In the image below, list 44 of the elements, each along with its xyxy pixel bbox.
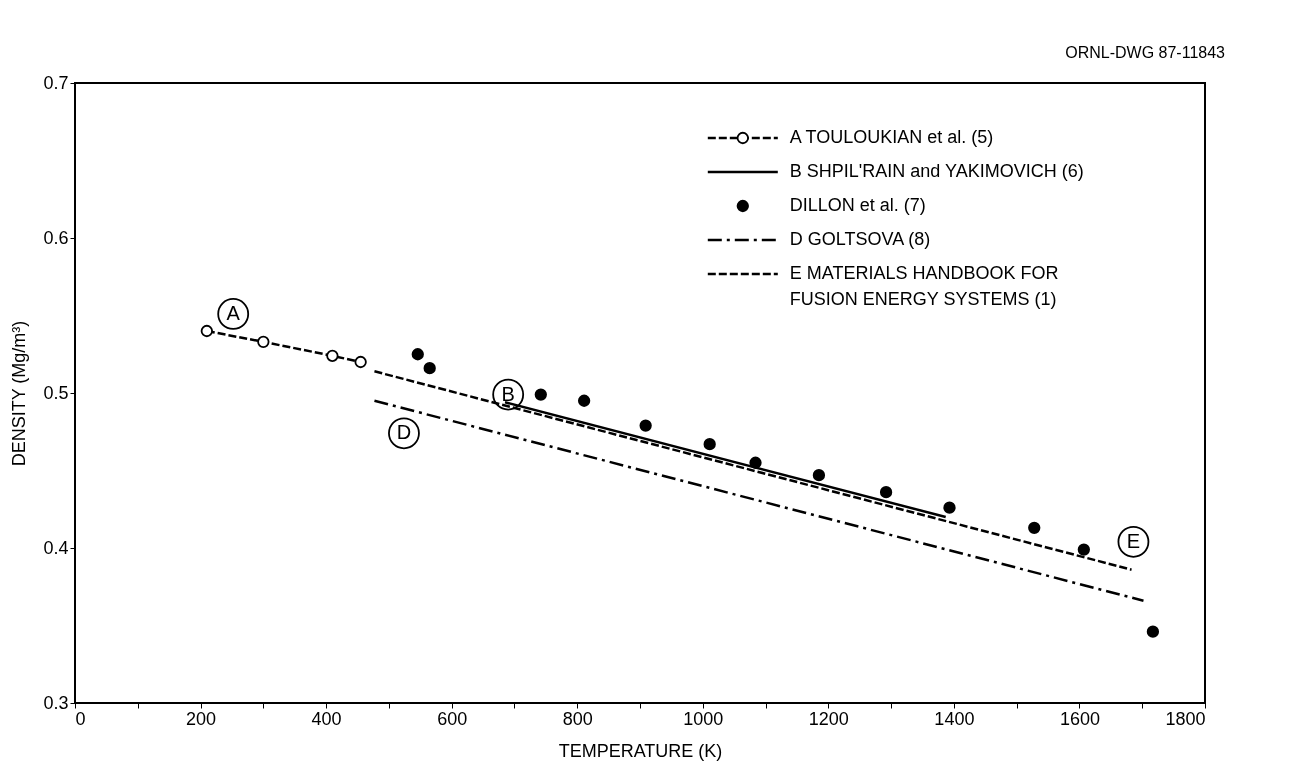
y-axis-title: DENSITY (Mg/m³): [9, 320, 30, 467]
point: [411, 348, 424, 361]
point: [200, 324, 213, 338]
point: [423, 362, 436, 375]
y-tick-label: 0.3: [43, 692, 69, 713]
point: [639, 419, 652, 432]
annotation: E: [1126, 529, 1141, 552]
x-tick-label: 0: [75, 708, 86, 729]
legend-label: A TOULOUKIAN et al. (5): [789, 127, 994, 147]
legend-label: E MATERIALS HANDBOOK FOR FUSION ENERGY SYSTEMS (1): [789, 263, 1059, 309]
x-tick-label: 600: [437, 708, 468, 729]
x-tick-label: 400: [311, 708, 342, 729]
point: [1146, 625, 1160, 638]
y-tick-label: 0.4: [43, 537, 69, 558]
point: [1028, 521, 1041, 534]
legend-label: D GOLTSOVA (8): [789, 229, 931, 249]
legend-label: DILLON et al. (7): [789, 195, 926, 215]
annotation: B: [501, 382, 515, 405]
y-tick-label: 0.5: [43, 382, 69, 403]
point: [879, 486, 893, 499]
x-tick-label: 1200: [808, 708, 849, 729]
point: [1077, 543, 1090, 556]
x-tick-label: 1000: [683, 708, 724, 729]
point: [326, 349, 339, 362]
x-tick-label: 1800: [1165, 708, 1206, 729]
text: ORNL-DWG 87-11843: [1065, 44, 1226, 61]
point: [577, 394, 591, 407]
point: [812, 469, 826, 482]
x-tick-label: 1400: [934, 708, 975, 729]
legend-label: B SHPIL'RAIN and YAKIMOVICH (6): [789, 161, 1084, 181]
y-tick-label: 0.6: [43, 227, 69, 248]
point: [257, 335, 270, 348]
point: [943, 501, 956, 514]
x-axis-title: TEMPERATURE (K): [558, 740, 723, 761]
point: [703, 438, 716, 451]
y-tick-label: 0.7: [43, 72, 69, 93]
x-tick-label: 1600: [1059, 708, 1100, 729]
x-tick-label: 800: [562, 708, 593, 729]
annotation: A: [226, 301, 241, 324]
x-tick-label: 200: [186, 708, 217, 729]
annotation: D: [396, 421, 412, 444]
point: [749, 456, 762, 469]
point: [354, 355, 367, 369]
point: [534, 388, 547, 401]
